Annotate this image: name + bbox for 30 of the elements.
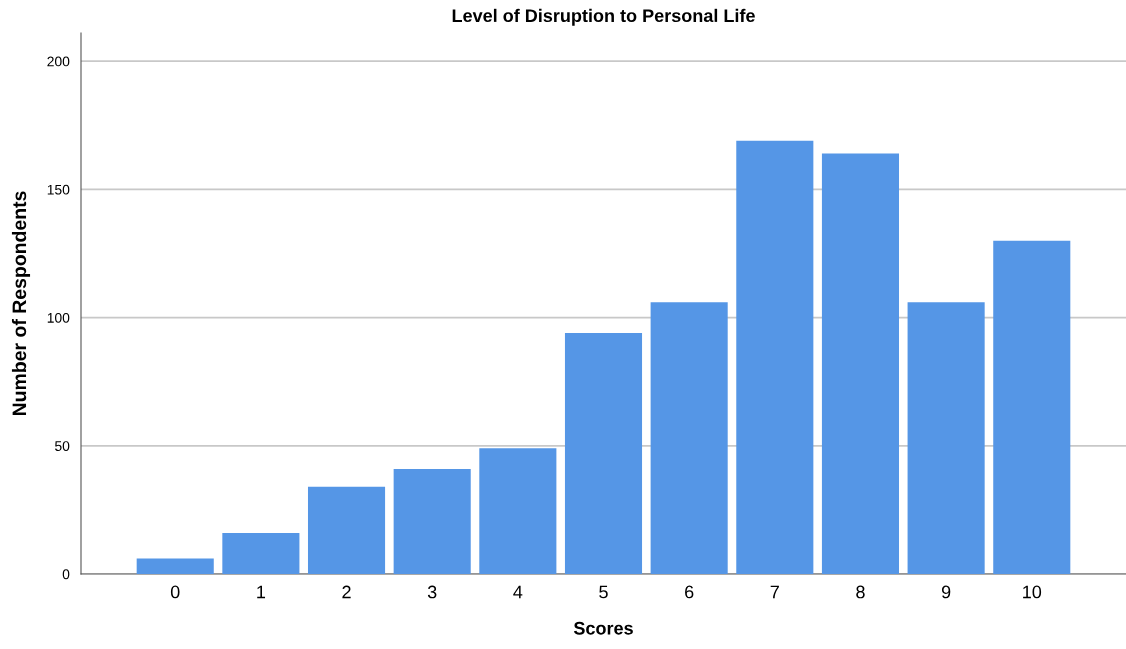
- y-tick-label: 0: [62, 569, 70, 580]
- bar: [564, 332, 643, 574]
- bar: [136, 558, 214, 574]
- bar: [650, 302, 728, 574]
- bar: [393, 468, 471, 574]
- x-tick-label: 4: [513, 585, 523, 599]
- y-tick-label: 150: [47, 184, 70, 195]
- bar: [222, 532, 300, 574]
- bar: [821, 153, 900, 574]
- bar: [907, 302, 985, 574]
- x-axis-title: Scores: [573, 621, 633, 635]
- x-tick-label: 8: [856, 585, 865, 599]
- y-axis-title: Number of Respondents: [11, 191, 31, 416]
- y-tick-label: 50: [55, 441, 70, 451]
- x-tick-label: 1: [257, 585, 266, 599]
- x-tick-label: 7: [770, 585, 779, 599]
- y-tick-label: 200: [47, 56, 70, 67]
- x-tick-label: 2: [342, 585, 351, 599]
- x-tick-label: 3: [427, 585, 437, 599]
- bar: [736, 140, 814, 574]
- bar: [479, 448, 557, 574]
- chart-title: Level of Disruption to Personal Life: [452, 8, 755, 26]
- x-tick-label: 9: [941, 585, 951, 599]
- bar: [307, 486, 386, 574]
- bar: [993, 240, 1071, 574]
- x-tick-label: 0: [170, 585, 180, 599]
- x-tick-label: 5: [599, 585, 608, 599]
- y-tick-label: 100: [47, 312, 70, 323]
- x-tick-label: 6: [685, 585, 694, 599]
- x-tick-label: 10: [1023, 585, 1042, 599]
